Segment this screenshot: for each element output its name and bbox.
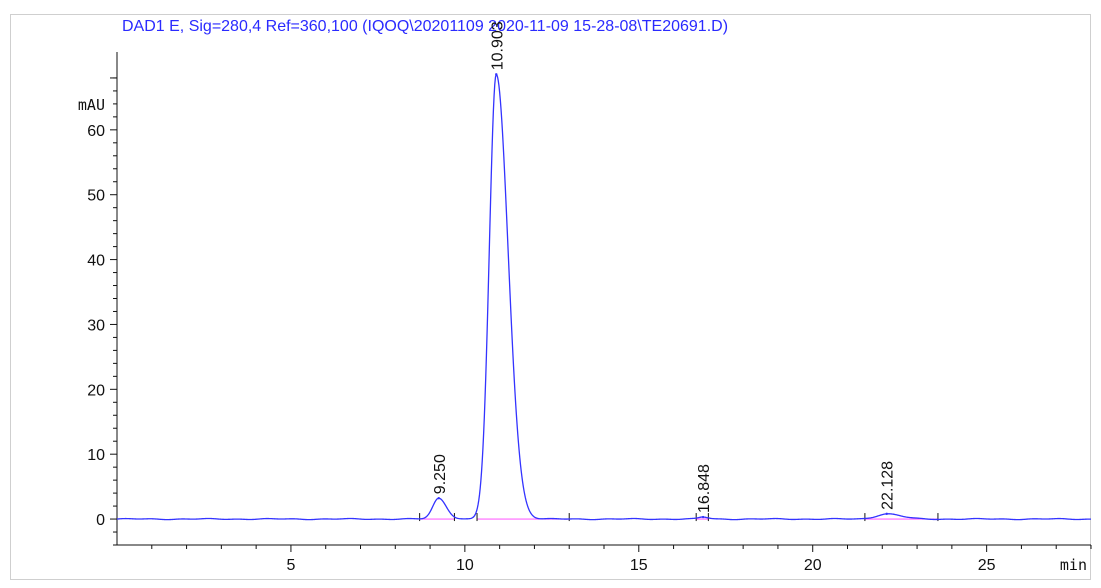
y-axis-unit-label: mAU <box>78 96 105 114</box>
peak-apex-point <box>885 512 888 516</box>
peak-apex-point <box>437 496 440 500</box>
peak-retention-label: 16.848 <box>696 464 713 513</box>
peak-apex-point <box>495 73 498 76</box>
y-tick-label: 50 <box>87 188 105 205</box>
y-tick-label: 30 <box>87 317 105 334</box>
y-tick-label: 10 <box>87 447 105 464</box>
x-tick-label: 5 <box>286 557 295 574</box>
chart-frame <box>10 14 1091 580</box>
chart-title: DAD1 E, Sig=280,4 Ref=360,100 (IQOQ\2020… <box>122 18 729 35</box>
x-tick-label: 25 <box>978 557 996 574</box>
y-tick-label: 40 <box>87 253 105 270</box>
y-tick-label: 0 <box>96 512 105 529</box>
x-tick-label: 20 <box>804 557 822 574</box>
x-tick-label: 15 <box>630 557 648 574</box>
y-tick-label: 20 <box>87 382 105 399</box>
peak-retention-label: 10.903 <box>489 21 506 70</box>
peak-labels: 9.250 10.903 16.848 22.128 <box>432 21 897 519</box>
axes: 0 10 20 30 40 50 60 mAU 5 10 15 20 25 min <box>78 52 1092 574</box>
peak-retention-label: 9.250 <box>432 454 449 494</box>
signal-trace-group <box>116 73 1091 521</box>
y-tick-label: 60 <box>87 123 105 140</box>
peak-retention-label: 22.128 <box>880 461 897 510</box>
x-tick-label: 10 <box>456 557 474 574</box>
x-axis-unit-label: min <box>1060 556 1087 574</box>
signal-trace <box>116 73 1091 521</box>
peak-apex-point <box>701 515 705 519</box>
